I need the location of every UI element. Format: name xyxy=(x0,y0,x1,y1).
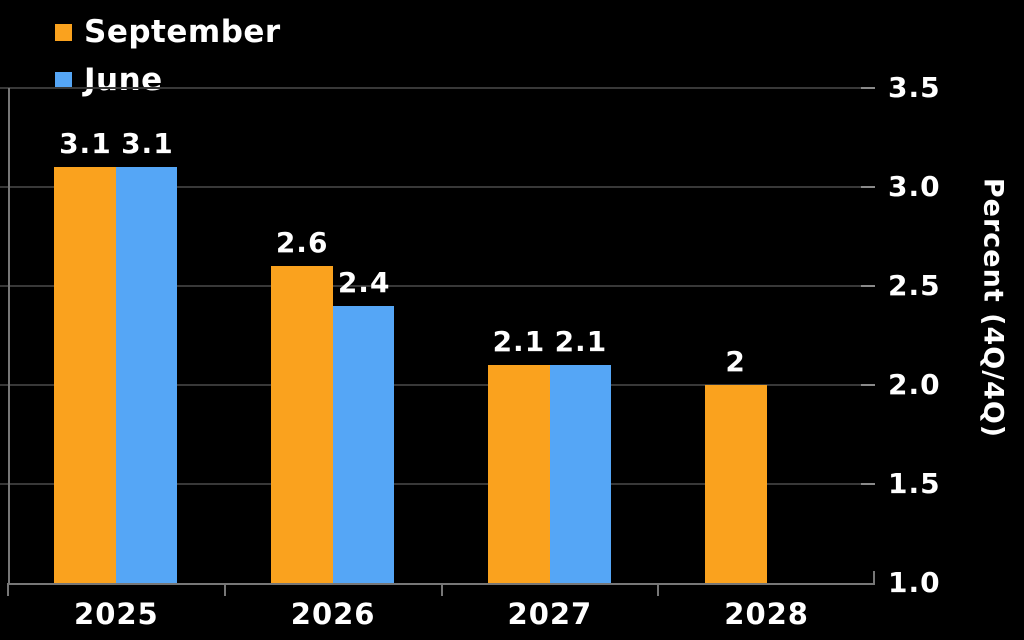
bar-value-label: 3.1 xyxy=(121,127,174,161)
x-tick-mark xyxy=(657,583,660,596)
bar-june-2027 xyxy=(549,365,611,583)
y-tick-label: 1.0 xyxy=(888,566,941,599)
legend-label-june: June xyxy=(84,62,163,98)
y-tick-label: 3.5 xyxy=(888,71,941,104)
bar-value-label: 2.1 xyxy=(554,325,608,359)
bar-value-label: 2 xyxy=(725,345,746,378)
x-tick-label-2028: 2028 xyxy=(724,597,809,631)
legend-swatch-june-icon xyxy=(55,72,72,89)
bar-september-2027 xyxy=(487,365,550,583)
legend-label-september: September xyxy=(84,14,281,50)
y-tick-label: 2.5 xyxy=(888,269,941,302)
legend: September June xyxy=(55,16,281,112)
x-tick-mark xyxy=(223,583,226,596)
gridline xyxy=(0,384,875,386)
legend-swatch-september-icon xyxy=(55,24,72,41)
bar-value-label: 3.1 xyxy=(59,127,112,161)
y-axis-title: Percent (4Q/4Q) xyxy=(977,177,1009,439)
bar-september-2025 xyxy=(54,167,117,583)
x-tick-label-2025: 2025 xyxy=(74,597,159,631)
x-tick-label-2027: 2027 xyxy=(507,597,593,631)
bar-september-2028 xyxy=(704,385,767,583)
gridline xyxy=(0,285,875,287)
y-tick-mark xyxy=(861,87,875,89)
y-tick-mark xyxy=(861,483,875,485)
legend-item-june: June xyxy=(55,64,281,97)
gridline xyxy=(0,483,875,485)
bar-value-label: 2.6 xyxy=(275,226,329,260)
gridline xyxy=(0,87,875,89)
x-tick-mark xyxy=(440,583,443,596)
y-tick-label: 1.5 xyxy=(888,467,941,500)
x-tick-mark-end xyxy=(873,571,875,583)
y-tick-mark xyxy=(861,384,875,386)
bar-june-2025 xyxy=(116,167,178,583)
y-tick-label: 3.0 xyxy=(888,170,941,203)
x-tick-mark-start xyxy=(7,583,9,596)
bar-june-2026 xyxy=(333,305,395,583)
bar-value-label: 2.1 xyxy=(492,325,546,359)
legend-item-september: September xyxy=(55,16,281,49)
y-tick-label: 2.0 xyxy=(888,368,941,401)
bar-value-label: 2.4 xyxy=(337,265,391,299)
gridline xyxy=(0,186,875,188)
y-tick-mark xyxy=(861,186,875,188)
x-axis xyxy=(8,583,875,585)
y-axis xyxy=(8,88,10,583)
bar-september-2026 xyxy=(271,266,334,583)
x-tick-label-2026: 2026 xyxy=(290,597,376,631)
y-tick-mark xyxy=(861,285,875,287)
